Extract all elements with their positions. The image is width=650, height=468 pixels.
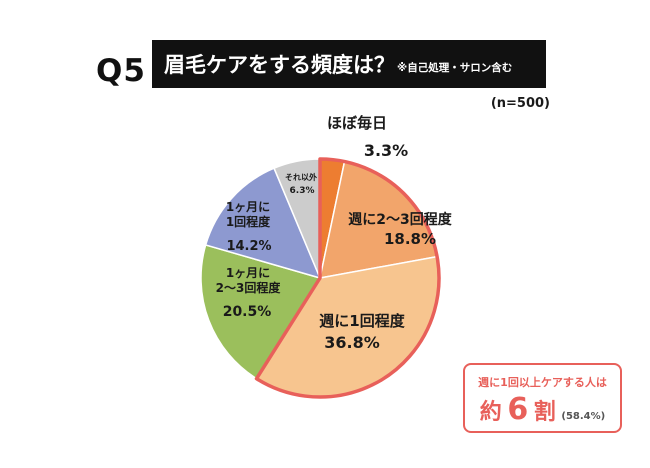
slice-label: ほぼ毎日 [327, 114, 387, 132]
summary-callout: 週に1回以上ケアする人は 約 6 割 (58.4%) [463, 363, 622, 433]
slice-value-label: 3.3% [364, 141, 408, 160]
callout-number: 6 [507, 392, 529, 427]
callout-suffix: 割 [533, 400, 556, 425]
slice-label: 1回程度 [226, 214, 271, 229]
question-number: Q5 [96, 53, 146, 89]
pie-slice [200, 244, 322, 380]
callout-heading: 週に1回以上ケアする人は [478, 376, 607, 389]
slice-value-label: 14.2% [226, 239, 271, 254]
highlight-outline [254, 157, 441, 399]
callout-percent: (58.4%) [561, 411, 606, 422]
sample-size: (n=500) [490, 96, 550, 111]
slice-value-label: 36.8% [324, 333, 380, 352]
title-bar: 眉毛ケアをする頻度は？ ※自己処理・サロン含む [152, 40, 546, 88]
slice-label: 週に2〜3回程度 [348, 211, 452, 228]
title-note: ※自己処理・サロン含む [397, 61, 513, 74]
chart-title: 眉毛ケアをする頻度は？ [164, 53, 395, 77]
slice-value-label: 6.3% [290, 186, 315, 196]
slice-label: 1ヶ月に [226, 266, 270, 280]
slice-value-label: 18.8% [384, 230, 436, 248]
callout-prefix: 約 [479, 400, 502, 425]
slice-value-label: 20.5% [223, 304, 272, 320]
slice-label: 1ヶ月に [226, 200, 270, 214]
slice-label: 2〜3回程度 [216, 280, 282, 295]
slice-label: それ以外 [285, 172, 317, 182]
callout-value: 約 6 割 (58.4%) [465, 392, 620, 427]
slice-label: 週に1回程度 [319, 312, 405, 330]
pie-slice [204, 167, 322, 280]
